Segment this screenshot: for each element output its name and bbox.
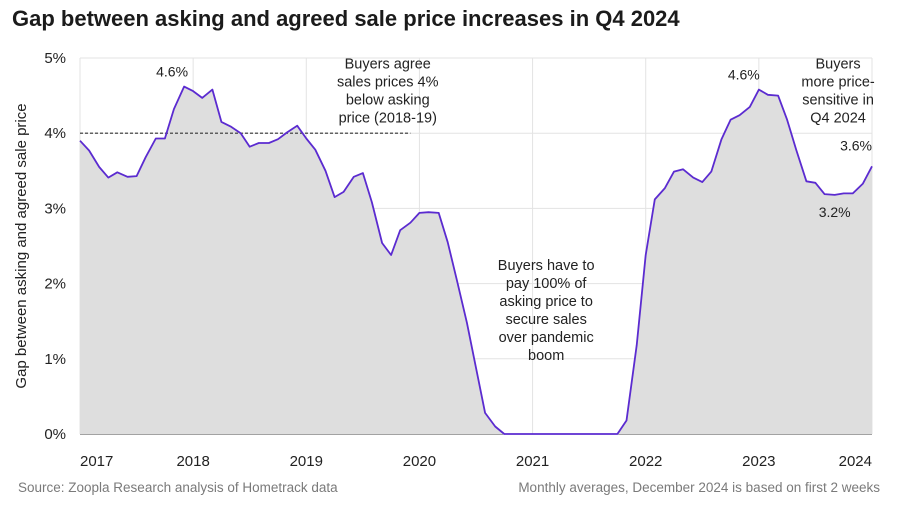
x-tick-label: 2020 bbox=[403, 453, 436, 470]
x-tick-label: 2018 bbox=[176, 453, 209, 470]
annotation-text: Buyers have to pay 100% of asking price to… bbox=[498, 258, 595, 364]
tick-labels: 2017 2018 2019 2020 2021 2022 2023 2024 0% 1% 2% 3%… bbox=[44, 50, 872, 470]
y-tick-label: 1% bbox=[44, 351, 66, 368]
y-tick-label: 2% bbox=[44, 276, 66, 293]
data-label: 4.6% bbox=[156, 64, 188, 80]
x-tick-label: 2017 bbox=[80, 453, 113, 470]
data-labels: 4.6% 4.6% 3.2% 3.6% bbox=[156, 64, 872, 220]
x-tick-label: 2024 bbox=[839, 453, 872, 470]
y-tick-label: 3% bbox=[44, 200, 66, 217]
series-line bbox=[79, 85, 873, 435]
y-tick-label: 5% bbox=[44, 50, 66, 67]
data-label: 3.6% bbox=[840, 137, 872, 153]
y-tick-label: 0% bbox=[44, 426, 66, 443]
method-note: Monthly averages, December 2024 is based… bbox=[518, 480, 880, 495]
chart-title: Gap between asking and agreed sale price… bbox=[12, 6, 680, 31]
annotation-text: Buyers more price-sensitive in Q4 2024 bbox=[801, 56, 874, 126]
y-axis-label: Gap between asking and agreed sale price bbox=[13, 103, 30, 388]
x-tick-label: 2019 bbox=[290, 453, 323, 470]
series-line-layer bbox=[79, 85, 873, 435]
x-tick-label: 2021 bbox=[516, 453, 549, 470]
annotation-text: Buyers agree sales prices 4% below asking p… bbox=[337, 56, 439, 126]
data-label: 4.6% bbox=[728, 67, 760, 83]
x-tick-label: 2022 bbox=[629, 453, 662, 470]
series-area bbox=[80, 86, 872, 434]
data-label: 3.2% bbox=[819, 204, 851, 220]
x-tick-label: 2023 bbox=[742, 453, 775, 470]
area-fill-layer bbox=[80, 86, 872, 434]
y-tick-label: 4% bbox=[44, 125, 66, 142]
source-note: Source: Zoopla Research analysis of Home… bbox=[18, 480, 338, 495]
annotations: Buyers agree sales prices 4% below asking p… bbox=[337, 56, 875, 364]
